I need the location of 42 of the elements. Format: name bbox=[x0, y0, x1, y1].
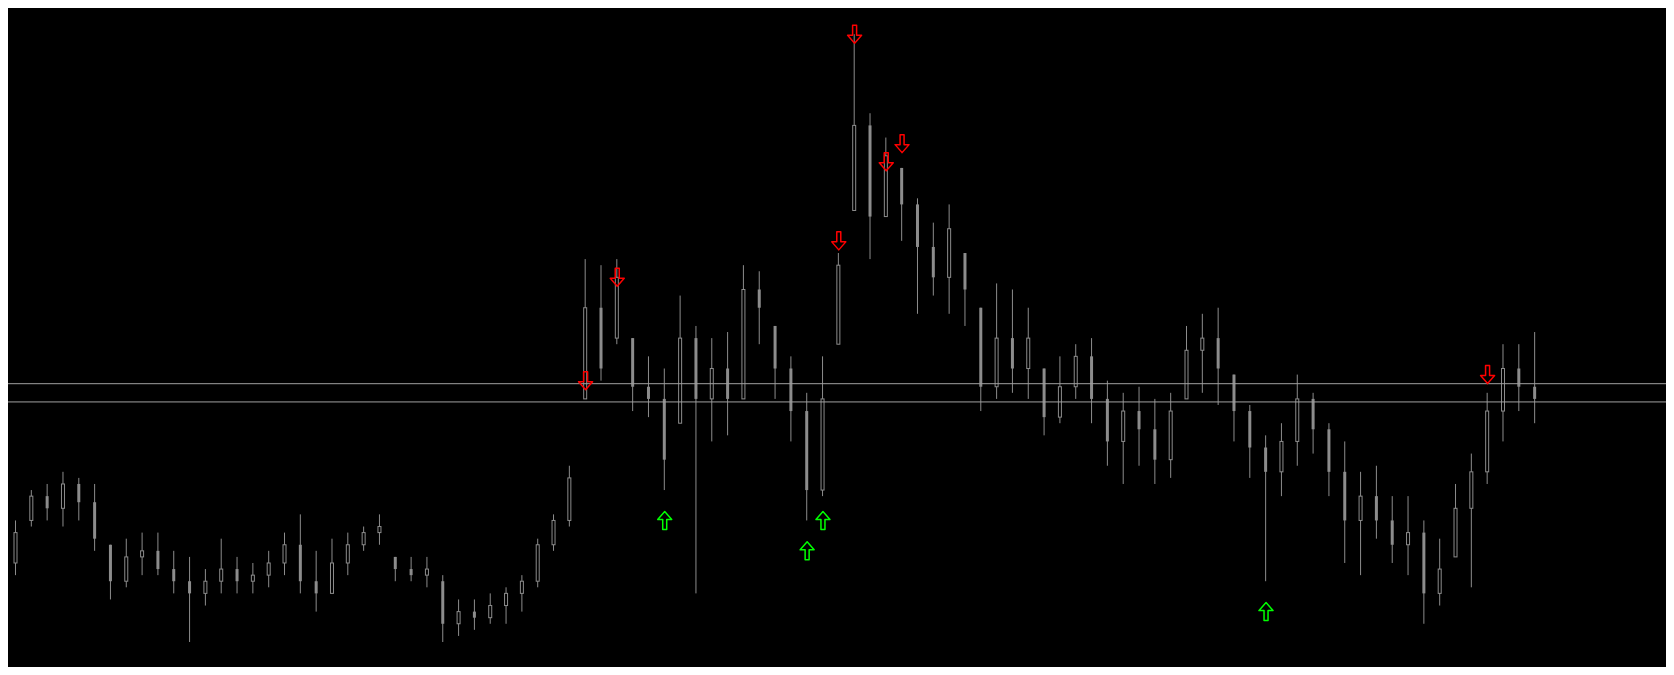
candlestick bbox=[424, 556, 429, 588]
candlestick bbox=[1406, 495, 1411, 576]
point bbox=[609, 267, 625, 288]
candlestick bbox=[219, 538, 224, 594]
candlestick bbox=[488, 592, 493, 625]
point bbox=[894, 133, 910, 154]
candlestick bbox=[472, 598, 476, 631]
candlestick bbox=[1200, 313, 1205, 394]
candlestick bbox=[345, 532, 350, 576]
point bbox=[577, 370, 594, 391]
candlestick bbox=[377, 513, 382, 546]
point bbox=[831, 231, 847, 251]
candlestick bbox=[172, 550, 176, 594]
candlestick bbox=[314, 550, 318, 613]
candlestick bbox=[393, 556, 397, 582]
point bbox=[656, 510, 673, 531]
point bbox=[799, 541, 815, 561]
candlestick bbox=[266, 550, 271, 588]
candlestick bbox=[1533, 331, 1537, 424]
point bbox=[815, 510, 831, 531]
candlestick bbox=[757, 270, 761, 345]
candlestick bbox=[140, 532, 145, 576]
candlestick bbox=[77, 477, 81, 521]
candlestick bbox=[235, 556, 239, 594]
point bbox=[1479, 364, 1496, 385]
candlestick bbox=[409, 556, 413, 582]
candlestick bbox=[504, 586, 509, 625]
point bbox=[846, 24, 863, 44]
candlestick bbox=[646, 355, 650, 418]
candlestick bbox=[156, 532, 160, 576]
candlestick bbox=[45, 483, 49, 521]
candlestick bbox=[1137, 386, 1141, 467]
point bbox=[878, 152, 894, 172]
candlestick bbox=[282, 532, 287, 576]
candlestick bbox=[519, 574, 524, 613]
candlestick bbox=[250, 562, 255, 594]
candlestick bbox=[188, 556, 192, 642]
candlestick bbox=[361, 526, 366, 552]
candlestick bbox=[456, 598, 461, 637]
candlestick bbox=[1517, 343, 1521, 412]
point bbox=[1258, 601, 1274, 622]
candlestick bbox=[203, 568, 208, 607]
